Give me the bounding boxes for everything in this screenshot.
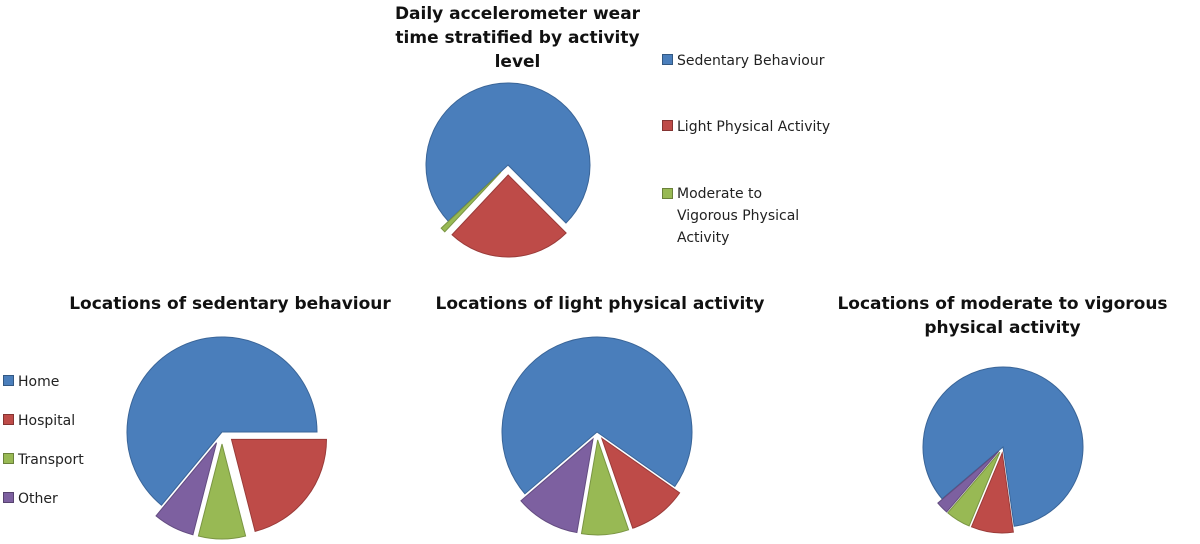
legend-label: Other (18, 491, 58, 507)
pie-slice-home (126, 336, 318, 506)
legend-label: Home (18, 374, 60, 390)
pie-slice-hospital (230, 438, 327, 532)
pie-slice-home (922, 366, 1084, 527)
legend-swatch (3, 414, 14, 425)
legend-swatch (662, 54, 673, 65)
pie-slice-transport (947, 451, 1001, 527)
pie-slice-other (155, 442, 218, 536)
chart-title-sedentary: Locations of sedentary behaviour (69, 294, 391, 314)
legend-item-transport: Transport (3, 451, 84, 470)
legend-item-other: Other (3, 490, 58, 509)
legend-item-sedentary: Sedentary Behaviour (662, 52, 824, 71)
legend-item-hospital: Hospital (3, 412, 75, 431)
legend-item-light: Light Physical Activity (662, 118, 830, 137)
pie-slice-transport (580, 439, 630, 536)
chart-title-light: Locations of light physical activity (435, 294, 765, 314)
pie-slice-sedentary-behaviour (425, 82, 591, 224)
legend-label: Transport (18, 452, 84, 468)
pie-slice-hospital (970, 451, 1014, 534)
legend-swatch (3, 492, 14, 503)
legend-label: Moderate to Vigorous Physical Activity (677, 186, 800, 246)
legend-label: Sedentary Behaviour (677, 53, 825, 69)
chart-title-activity: Daily accelerometer wear time stratified… (394, 4, 641, 72)
chart-title-mvpa: Locations of moderate to vigorous physic… (837, 294, 1168, 338)
legend-swatch (662, 188, 673, 199)
legend-label: Hospital (18, 413, 76, 429)
pie-slice-moderate-to-vigorous-physical-activity (440, 171, 502, 233)
pie-slice-home (501, 336, 693, 495)
legend-swatch (3, 453, 14, 464)
pie-slice-hospital (600, 437, 681, 529)
legend-item-home: Home (3, 373, 59, 392)
pie-slice-transport (197, 443, 247, 540)
legend-item-mvpa: Moderate to Vigorous Physical Activity (662, 183, 812, 249)
legend-swatch (3, 375, 14, 386)
legend-label: Light Physical Activity (677, 119, 831, 135)
pie-slice-other (520, 437, 594, 534)
pie-slice-other (937, 450, 1000, 513)
pie-slice-light-physical-activity (451, 174, 567, 258)
legend-swatch (662, 120, 673, 131)
